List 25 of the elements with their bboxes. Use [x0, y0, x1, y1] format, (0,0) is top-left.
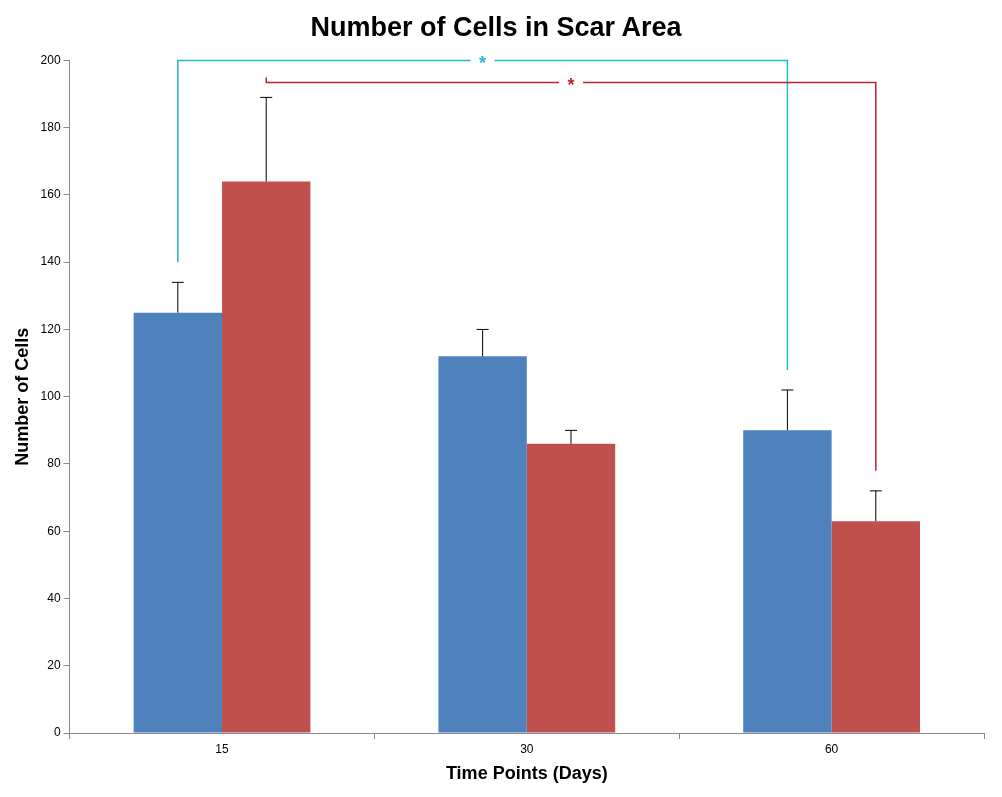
y-tick-label: 20: [47, 658, 61, 673]
y-tick-label: 40: [47, 590, 61, 605]
y-tick-label: 100: [40, 389, 61, 404]
y-axis-title: Number of Cells: [11, 327, 32, 466]
y-tick-label: 200: [40, 52, 61, 67]
chart-title: Number of Cells in Scar Area: [310, 11, 683, 42]
y-tick-label: 180: [40, 119, 61, 134]
annotation: *: [567, 75, 575, 96]
y-tick-label: 120: [40, 321, 61, 336]
bar: [133, 312, 223, 733]
bar: [222, 181, 311, 733]
bar: [526, 443, 616, 733]
bar: [831, 521, 920, 733]
bar: [743, 430, 832, 733]
y-tick-label: 80: [47, 456, 61, 471]
x-tick-label: 30: [520, 741, 534, 756]
bar: [438, 356, 527, 733]
y-tick-label: 0: [53, 725, 61, 740]
x-tick-label: 15: [215, 741, 230, 756]
annotation: *: [479, 53, 487, 74]
y-tick-label: 60: [47, 523, 61, 538]
x-tick-label: 60: [824, 741, 839, 756]
y-tick-label: 140: [40, 254, 61, 269]
x-axis-title: Time Points (Days): [445, 763, 608, 784]
y-tick-label: 160: [40, 187, 61, 202]
